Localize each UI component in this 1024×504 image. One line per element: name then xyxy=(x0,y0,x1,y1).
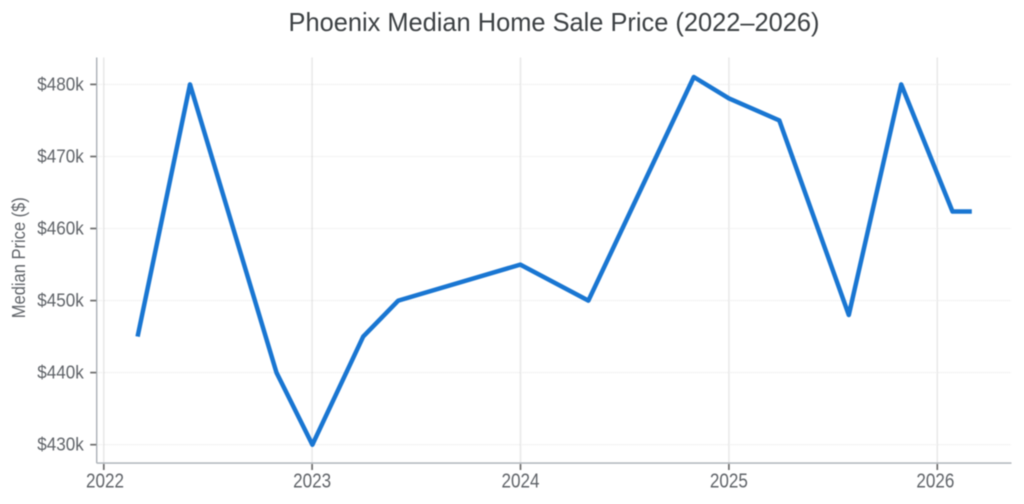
svg-text:Median Price ($): Median Price ($) xyxy=(9,197,29,318)
svg-text:$430k: $430k xyxy=(37,434,84,455)
svg-text:2023: 2023 xyxy=(293,471,331,493)
svg-text:$480k: $480k xyxy=(37,73,84,94)
svg-text:2025: 2025 xyxy=(710,471,748,493)
svg-text:2022: 2022 xyxy=(86,471,124,493)
svg-text:$470k: $470k xyxy=(37,146,84,167)
svg-text:$460k: $460k xyxy=(37,218,84,239)
svg-text:Phoenix Median Home Sale Price: Phoenix Median Home Sale Price (2022–202… xyxy=(289,7,820,37)
svg-text:$450k: $450k xyxy=(37,290,84,311)
svg-text:2026: 2026 xyxy=(916,471,954,493)
svg-text:2024: 2024 xyxy=(502,471,540,493)
svg-text:$440k: $440k xyxy=(37,362,84,383)
